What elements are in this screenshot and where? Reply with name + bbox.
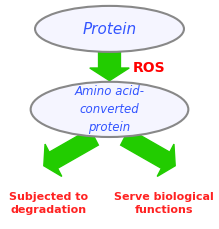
Text: ROS: ROS (133, 61, 165, 74)
Text: Protein: Protein (82, 22, 137, 37)
Ellipse shape (35, 7, 184, 53)
FancyArrow shape (90, 53, 129, 81)
Text: Serve biological
functions: Serve biological functions (114, 191, 214, 214)
Ellipse shape (31, 82, 188, 137)
FancyArrow shape (44, 129, 98, 177)
Text: Amino acid-
converted
protein: Amino acid- converted protein (74, 84, 145, 133)
Text: Subjected to
degradation: Subjected to degradation (9, 191, 88, 214)
FancyArrow shape (121, 129, 175, 177)
